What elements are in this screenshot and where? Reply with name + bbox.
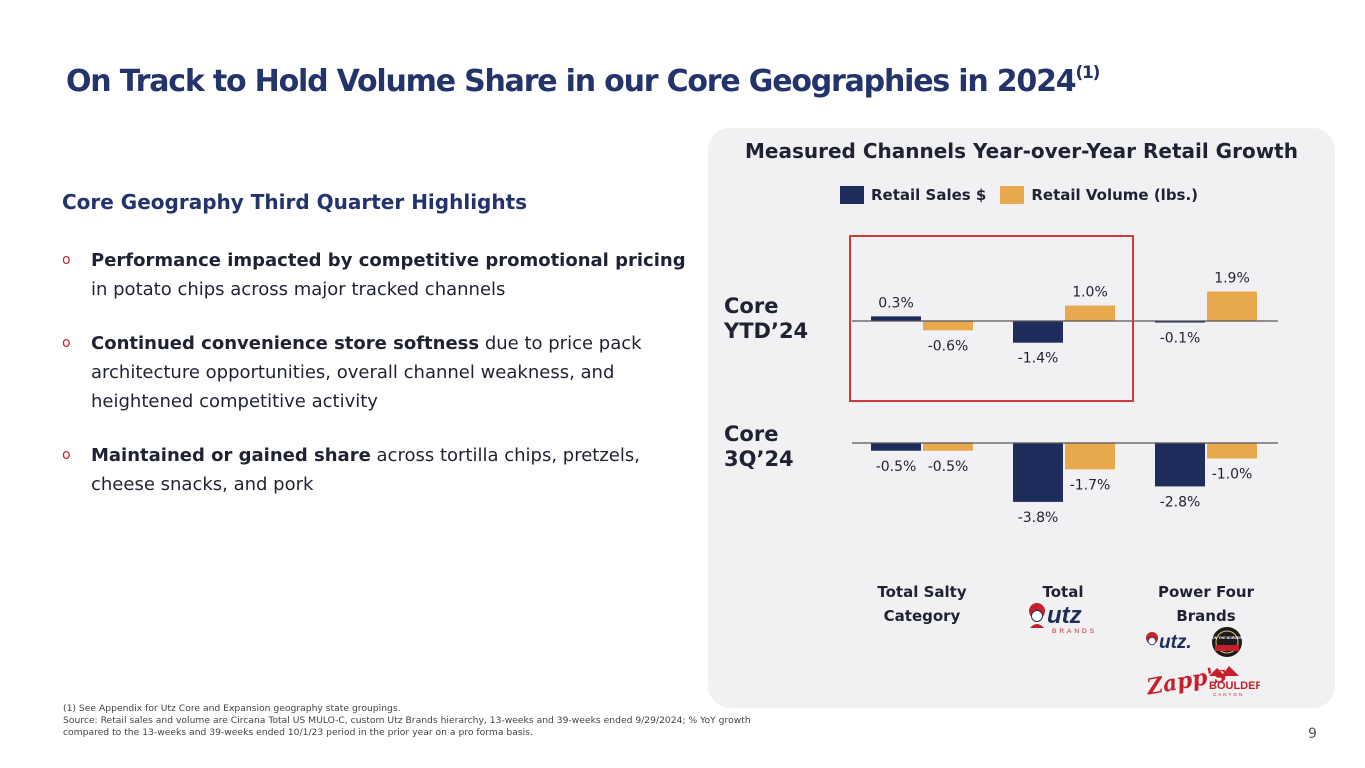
legend-item-volume: Retail Volume (lbs.) <box>1000 186 1198 204</box>
highlights-heading: Core Geography Third Quarter Highlights <box>62 190 528 214</box>
legend-label-sales: Retail Sales $ <box>871 186 987 204</box>
bullet-marker: o <box>62 335 71 351</box>
data-label-volume-total-salty-panel1: -0.5% <box>928 459 969 475</box>
bar-sales-power-four-panel1 <box>1155 443 1205 487</box>
highlight-bullet: o Maintained or gained share across torti… <box>62 441 702 499</box>
highlight-text: across tortilla chips, pretzels, cheese … <box>91 445 640 495</box>
utz-girl-face-icon <box>1031 610 1043 622</box>
chart-panel <box>708 128 1335 708</box>
utz-small-logo-text: utz. <box>1159 632 1192 653</box>
category-label-power-four: Power Four Brands <box>1158 583 1254 625</box>
row-label-ytd: Core YTD’24 <box>724 294 809 343</box>
legend-swatch-sales <box>840 186 864 204</box>
bar-sales-power-four-panel0 <box>1155 321 1205 323</box>
category-label-total-utz: Total <box>1042 583 1084 601</box>
highlight-text: due to price pack architecture opportuni… <box>91 333 642 412</box>
category-label-total-salty: Total Salty Category <box>877 583 967 625</box>
bar-sales-total-salty-panel0 <box>871 316 921 321</box>
highlight-bold-text: Continued convenience store softness <box>91 333 480 354</box>
bar-volume-total-utz-panel1 <box>1065 443 1115 470</box>
bar-volume-total-salty-panel0 <box>923 321 973 331</box>
data-label-sales-total-utz-panel1: -3.8% <box>1018 510 1059 526</box>
bullet-marker: o <box>62 447 71 463</box>
data-label-volume-total-salty-panel0: -0.6% <box>928 338 969 354</box>
boulder-logo-subtext: CANYON <box>1213 692 1244 697</box>
highlight-bullet: o Performance impacted by competitive pro… <box>62 246 702 304</box>
data-label-sales-power-four-panel0: -0.1% <box>1160 331 1201 347</box>
legend-item-sales: Retail Sales $ <box>840 186 986 204</box>
bar-volume-total-utz-panel0 <box>1065 305 1115 321</box>
bar-volume-total-salty-panel1 <box>923 443 973 451</box>
utz-logo-text: utz <box>1047 602 1082 629</box>
bar-sales-total-salty-panel1 <box>871 443 921 451</box>
data-label-sales-power-four-panel1: -2.8% <box>1160 494 1201 510</box>
page-title: On Track to Hold Volume Share in our Cor… <box>66 63 1100 99</box>
footnote: (1) See Appendix for Utz Core and Expans… <box>63 703 763 739</box>
bar-volume-power-four-panel1 <box>1207 443 1257 459</box>
on-the-border-logo-text: ON THE BORDER <box>1212 636 1243 640</box>
legend-swatch-volume <box>1000 186 1025 204</box>
data-label-sales-total-utz-panel0: -1.4% <box>1018 351 1059 367</box>
data-label-volume-total-utz-panel1: -1.7% <box>1070 477 1111 493</box>
boulder-canyon-logo: BOULDER CANYON <box>1209 666 1260 697</box>
row-label-3q: Core 3Q’24 <box>724 422 794 471</box>
data-label-sales-total-salty-panel0: 0.3% <box>878 295 914 311</box>
utz-girl-dress-icon <box>1030 624 1044 628</box>
bar-sales-total-utz-panel0 <box>1013 321 1063 343</box>
data-label-sales-total-salty-panel1: -0.5% <box>876 459 917 475</box>
data-label-volume-power-four-panel1: -1.0% <box>1212 467 1253 483</box>
bullet-marker: o <box>62 252 71 268</box>
bar-volume-power-four-panel0 <box>1207 291 1257 321</box>
boulder-logo-text: BOULDER <box>1209 680 1260 692</box>
page-number: 9 <box>1308 726 1317 742</box>
highlight-text: in potato chips across major tracked cha… <box>91 279 506 300</box>
legend-label-volume: Retail Volume (lbs.) <box>1031 186 1199 204</box>
highlight-bold-text: Performance impacted by competitive prom… <box>91 250 686 271</box>
power-four-logos: utz. ON THE BORDER Zapp's BOULDER CANYON <box>1145 627 1260 700</box>
footnote-source: Source: Retail sales and volume are Circ… <box>63 715 751 738</box>
highlight-bold-text: Maintained or gained share <box>91 445 371 466</box>
highlight-box <box>849 235 1134 402</box>
highlight-bullet: o Continued convenience store softness du… <box>62 329 702 416</box>
on-the-border-logo: ON THE BORDER <box>1212 627 1243 657</box>
data-label-volume-power-four-panel0: 1.9% <box>1214 271 1250 287</box>
bar-sales-total-utz-panel1 <box>1013 443 1063 502</box>
chart-legend: Retail Sales $ Retail Volume (lbs.) <box>840 186 1212 204</box>
highlights-list: o Performance impacted by competitive pro… <box>62 246 702 524</box>
footnote-line-1: (1) See Appendix for Utz Core and Expans… <box>63 703 401 714</box>
title-footnote-marker: (1) <box>1075 63 1100 83</box>
utz-small-logo: utz. <box>1146 632 1192 653</box>
chart-title: Measured Channels Year-over-Year Retail … <box>745 139 1298 163</box>
data-label-volume-total-utz-panel0: 1.0% <box>1072 285 1108 301</box>
utz-brands-logo: utz BRANDS <box>1029 602 1097 635</box>
utz-logo-subtext: BRANDS <box>1052 628 1097 635</box>
